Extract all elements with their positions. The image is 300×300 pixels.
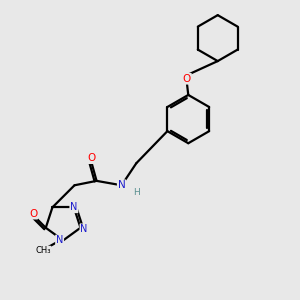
Text: O: O: [29, 208, 37, 219]
Text: O: O: [87, 153, 95, 163]
Text: N: N: [80, 224, 88, 234]
Text: CH₃: CH₃: [35, 246, 51, 255]
Text: H: H: [133, 188, 140, 197]
Text: O: O: [183, 74, 191, 84]
Text: N: N: [118, 180, 125, 190]
Text: N: N: [70, 202, 78, 212]
Text: N: N: [56, 236, 63, 245]
